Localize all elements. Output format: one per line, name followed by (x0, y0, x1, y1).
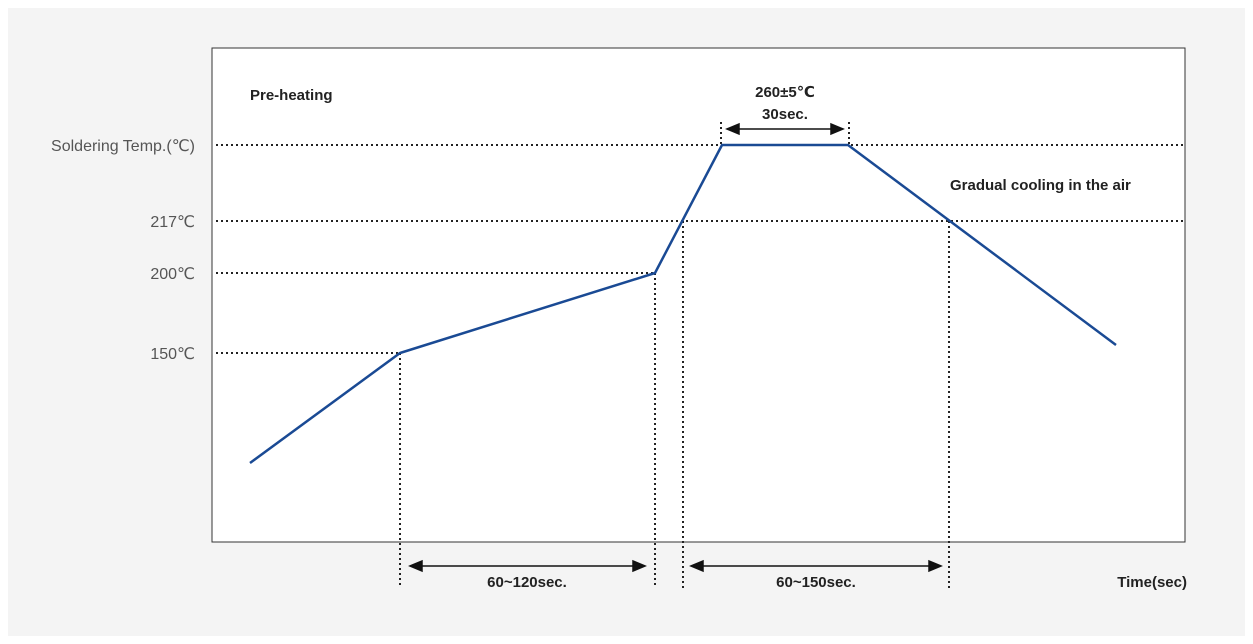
label-gradual-cooling: Gradual cooling in the air (950, 177, 1131, 194)
label-soldering-temp: Soldering Temp.(℃) (51, 138, 195, 155)
preheat-arrow-left (408, 559, 423, 573)
label-preheating: Pre-heating (250, 87, 333, 104)
label-217: 217℃ (150, 214, 195, 231)
label-reflow-duration: 60~150sec. (776, 574, 856, 591)
vertical-guides (399, 122, 950, 588)
temperature-profile-line (249, 143, 1117, 465)
label-peak-temp: 260±5℃ (755, 84, 815, 101)
horizontal-guides (216, 144, 1183, 354)
label-200: 200℃ (150, 266, 195, 283)
peak-arrow-left (725, 122, 740, 136)
label-150: 150℃ (150, 346, 195, 363)
label-time-axis: Time(sec) (1117, 574, 1187, 591)
preheat-arrow-right (632, 559, 647, 573)
duration-arrows (408, 122, 943, 573)
reflow-arrow-left (689, 559, 704, 573)
label-peak-time: 30sec. (762, 106, 808, 123)
peak-arrow-right (830, 122, 845, 136)
plot-frame (211, 47, 1186, 543)
label-preheat-duration: 60~120sec. (487, 574, 567, 591)
reflow-arrow-right (928, 559, 943, 573)
